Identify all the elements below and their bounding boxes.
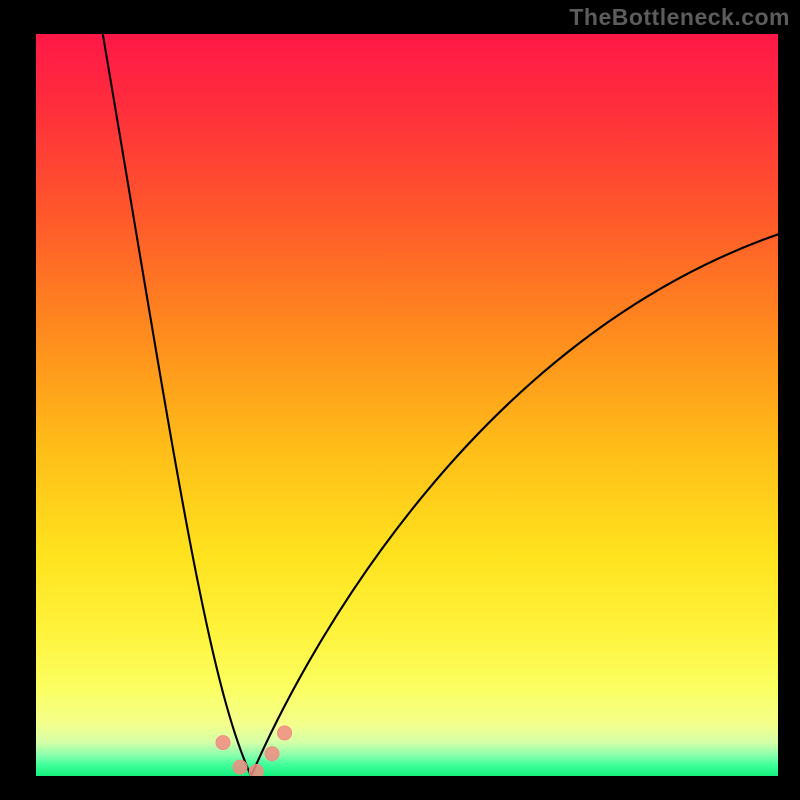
curve-marker xyxy=(216,736,230,750)
watermark-text: TheBottleneck.com xyxy=(569,4,790,31)
curve-marker xyxy=(233,760,247,774)
bottleneck-curve-chart xyxy=(36,34,778,776)
plot-region xyxy=(36,34,778,776)
curve-marker xyxy=(265,747,279,761)
curve-marker xyxy=(249,765,263,776)
chart-stage: TheBottleneck.com xyxy=(0,0,800,800)
plot-background xyxy=(36,34,778,776)
curve-marker xyxy=(278,726,292,740)
